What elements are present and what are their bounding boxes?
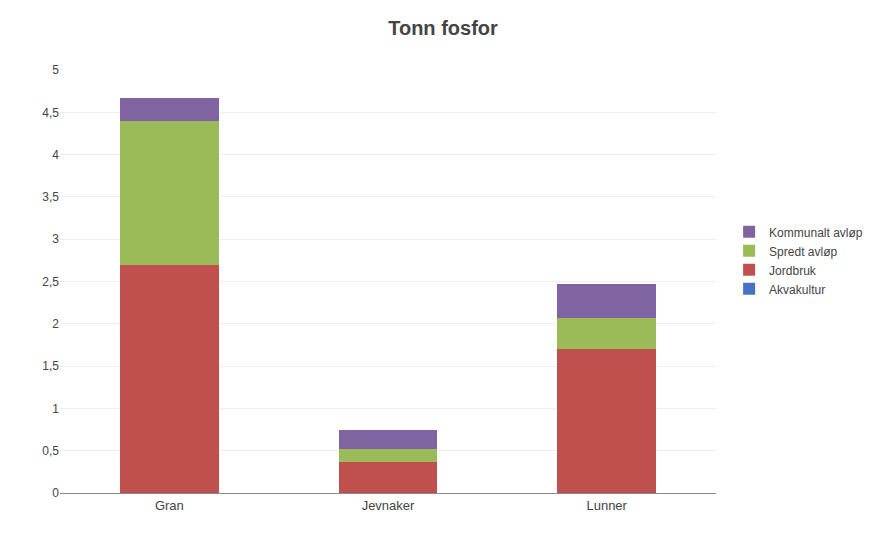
svg-text:0: 0 <box>52 486 59 500</box>
svg-text:Spredt avløp: Spredt avløp <box>769 245 837 259</box>
svg-text:1: 1 <box>52 402 59 416</box>
svg-text:2,5: 2,5 <box>42 275 59 289</box>
svg-text:Kommunalt avløp: Kommunalt avløp <box>769 226 863 240</box>
svg-text:3,5: 3,5 <box>42 190 59 204</box>
svg-text:0,5: 0,5 <box>42 444 59 458</box>
svg-text:3: 3 <box>52 232 59 246</box>
svg-text:2: 2 <box>52 317 59 331</box>
svg-text:Jordbruk: Jordbruk <box>769 264 817 278</box>
svg-text:Jevnaker: Jevnaker <box>362 498 415 513</box>
svg-text:5: 5 <box>52 63 59 77</box>
svg-text:Akvakultur: Akvakultur <box>769 283 825 297</box>
svg-text:Lunner: Lunner <box>586 498 627 513</box>
svg-text:4,5: 4,5 <box>42 106 59 120</box>
svg-text:4: 4 <box>52 148 59 162</box>
svg-text:1,5: 1,5 <box>42 359 59 373</box>
svg-text:Tonn fosfor: Tonn fosfor <box>388 17 498 39</box>
svg-text:Gran: Gran <box>155 498 184 513</box>
